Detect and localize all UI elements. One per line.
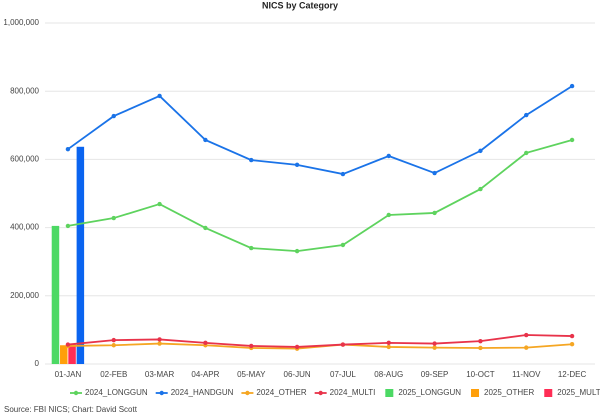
y-tick-label: 600,000: [10, 155, 39, 164]
source: Source: FBI NICS; Chart: David Scott: [4, 405, 138, 414]
x-tick-label: 12-DEC: [558, 370, 587, 379]
legend-label: 2024_HANDGUN: [171, 388, 234, 397]
legend-label: 2025_LONGGUN: [398, 388, 461, 397]
point: [203, 137, 208, 143]
point: [340, 242, 346, 248]
y-tick-label: 800,000: [10, 86, 39, 95]
point: [386, 153, 391, 159]
point: [294, 248, 300, 254]
bar: [60, 345, 68, 364]
x-tick-label: 06-JUN: [284, 370, 311, 379]
point: [524, 332, 529, 338]
bar: [51, 225, 60, 364]
point: [340, 171, 346, 177]
legend-swatch: [544, 389, 553, 397]
point: [249, 343, 254, 349]
legend-label: 2025_OTHER: [484, 388, 534, 397]
x-tick-label: 04-APR: [191, 370, 219, 379]
x-tick-label: 03-MAR: [145, 370, 175, 379]
legend-label: 2024_OTHER: [256, 388, 306, 397]
point: [65, 146, 71, 152]
x-tick-label: 09-SEP: [421, 370, 449, 379]
point: [524, 112, 529, 118]
y-tick-label: 400,000: [10, 223, 39, 232]
legend-swatch: [385, 389, 394, 397]
point: [157, 93, 162, 99]
x-tick-label: 07-JUL: [330, 370, 356, 379]
point: [386, 212, 391, 218]
legend-label: 2024_MULTI: [330, 388, 376, 397]
point: [432, 345, 437, 350]
point: [524, 150, 529, 156]
point: [157, 201, 162, 207]
line: [67, 85, 573, 175]
point: [111, 337, 116, 343]
x-tick-label: 05-MAY: [237, 370, 266, 379]
point: [249, 157, 254, 163]
point: [432, 210, 437, 216]
point: [65, 223, 71, 229]
point: [65, 342, 71, 347]
y-tick-label: 1,000,000: [3, 18, 39, 27]
point: [478, 148, 483, 154]
y-tick-label: 0: [35, 359, 40, 368]
point: [249, 245, 254, 251]
legend-swatch: [73, 390, 79, 396]
point: [569, 333, 575, 339]
point: [340, 342, 346, 347]
legend-swatch: [471, 389, 480, 397]
legend-label: 2024_LONGGUN: [85, 388, 148, 397]
x-tick-label: 11-NOV: [512, 370, 541, 379]
point: [294, 162, 300, 168]
point: [157, 337, 162, 342]
point: [386, 344, 391, 350]
point: [478, 338, 483, 344]
point: [524, 345, 529, 350]
point: [157, 341, 162, 346]
point: [203, 340, 208, 346]
point: [111, 343, 116, 348]
y-tick-label: 200,000: [10, 291, 39, 300]
chart-title: NICS by Category: [262, 0, 338, 10]
point: [432, 341, 437, 346]
x-tick-label: 10-OCT: [466, 370, 495, 379]
bar: [68, 344, 76, 364]
point: [432, 170, 437, 176]
point: [569, 137, 575, 143]
line: [67, 139, 573, 253]
point: [569, 83, 575, 89]
legend-swatch: [318, 390, 323, 396]
point: [111, 215, 116, 221]
x-tick-label: 01-JAN: [55, 370, 82, 379]
point: [111, 113, 116, 119]
legend-label: 2025_MULTI: [557, 388, 600, 397]
point: [203, 225, 208, 231]
x-tick-label: 02-FEB: [100, 370, 127, 379]
bar: [76, 146, 85, 364]
point: [478, 345, 483, 351]
point: [386, 340, 391, 346]
point: [294, 344, 300, 350]
legend-swatch: [245, 390, 250, 396]
point: [478, 186, 483, 192]
line: [67, 334, 573, 348]
x-tick-label: 08-AUG: [374, 370, 403, 379]
point: [569, 342, 575, 347]
legend-swatch: [159, 390, 164, 396]
